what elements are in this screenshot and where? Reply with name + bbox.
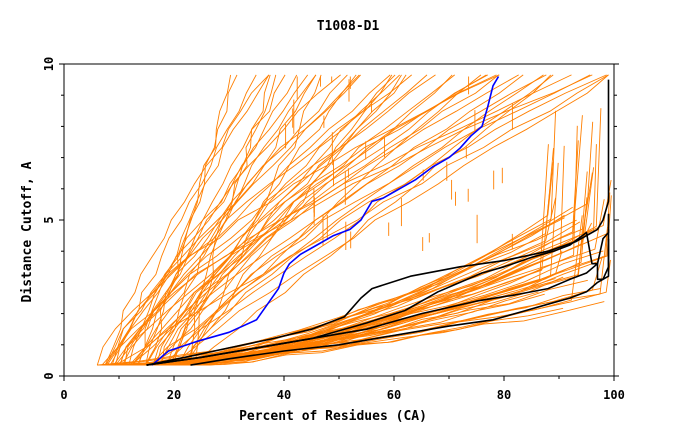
reference-series-line	[146, 79, 610, 366]
bulk-curve	[150, 74, 544, 366]
bulk-curve	[166, 74, 455, 366]
chart-title: T1008-D1	[317, 19, 380, 34]
bulk-curve	[119, 74, 436, 366]
bulk-curve	[109, 74, 412, 366]
bulk-curve	[186, 74, 607, 366]
bulk-curve	[106, 74, 593, 366]
bulk-curve	[99, 199, 605, 366]
x-tick-label: 60	[387, 388, 401, 402]
bulk-curve	[115, 74, 572, 366]
bulk-curve	[170, 74, 357, 366]
y-tick-label: 5	[42, 216, 56, 223]
bulk-curve	[195, 108, 602, 366]
bulk-curve	[111, 74, 257, 366]
x-axis-label: Percent of Residues (CA)	[239, 409, 427, 424]
bulk-curves	[96, 74, 612, 366]
bulk-curve	[96, 74, 500, 366]
x-tick-label: 0	[60, 388, 67, 402]
highlight-series-line	[151, 76, 500, 366]
bulk-curve	[119, 74, 348, 366]
bulk-curve	[96, 180, 612, 366]
bulk-curve	[176, 206, 573, 366]
bulk-curve	[162, 74, 482, 366]
y-tick-label: 0	[42, 372, 56, 379]
x-tick-label: 20	[167, 388, 181, 402]
reference-series-line	[190, 238, 610, 366]
bulk-curve	[153, 74, 393, 366]
bulk-curve	[131, 74, 489, 366]
bulk-curve	[184, 74, 402, 366]
y-axis-label: Distance Cutoff, A	[20, 161, 35, 302]
bulk-curve	[135, 232, 609, 366]
x-tick-label: 40	[277, 388, 291, 402]
bulk-curve	[166, 161, 554, 366]
bulk-curve	[156, 74, 487, 366]
bulk-curve	[104, 74, 270, 366]
x-tick-label: 80	[497, 388, 511, 402]
bulk-curve	[137, 74, 309, 366]
bulk-curve	[152, 74, 519, 366]
bulk-curve	[189, 125, 578, 366]
bulk-curve	[191, 74, 552, 366]
y-tick-label: 10	[42, 57, 56, 71]
bulk-curve	[124, 74, 497, 366]
ticks-layer: 0 20 40 60 80 100 0 5 10	[42, 57, 625, 402]
bulk-curve	[115, 74, 609, 366]
series-layer	[146, 76, 610, 366]
bulk-curve	[100, 219, 577, 366]
bulk-curve	[112, 198, 588, 366]
bulk-curve	[129, 74, 317, 366]
bulk-curve	[177, 229, 593, 366]
bulk-curve	[154, 192, 611, 366]
bulk-curve	[175, 260, 599, 366]
bulk-curve	[171, 74, 609, 366]
x-tick-label: 100	[603, 388, 625, 402]
reference-series-line	[146, 213, 610, 366]
bulk-curve	[128, 121, 594, 366]
